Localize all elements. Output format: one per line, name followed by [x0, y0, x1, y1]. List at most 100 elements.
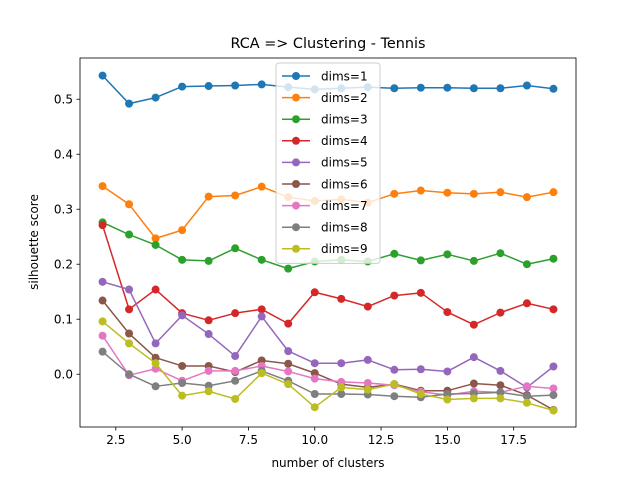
data-point	[310, 403, 319, 412]
data-point	[257, 312, 266, 321]
data-point	[363, 379, 372, 388]
y-tick-label: 0.2	[54, 257, 73, 271]
data-point	[98, 71, 107, 80]
data-point	[496, 366, 505, 375]
data-point	[151, 240, 160, 249]
data-point	[443, 250, 452, 259]
data-point	[390, 365, 399, 374]
x-tick-label: 12.5	[368, 433, 395, 447]
series-line	[101, 224, 554, 326]
data-point	[416, 256, 425, 265]
data-point	[363, 385, 372, 394]
legend: dims=1 dims=2 dims=3 dims=4 dims=5 dims=6 dims…	[275, 62, 381, 264]
data-point	[257, 305, 266, 314]
legend-item: dims=3	[282, 113, 368, 127]
legend-item: dims=8	[282, 221, 368, 235]
series-line	[102, 281, 554, 389]
legend-marker	[292, 72, 300, 80]
data-point	[443, 367, 452, 376]
legend-label: dims=6	[321, 177, 368, 191]
data-point	[231, 366, 240, 375]
data-point	[284, 347, 293, 356]
data-point	[469, 353, 478, 362]
data-point	[178, 226, 187, 235]
data-point	[443, 188, 452, 197]
data-point	[257, 356, 266, 365]
legend-box	[275, 62, 381, 264]
data-point	[337, 390, 346, 398]
data-point	[469, 189, 478, 198]
series-9	[98, 317, 558, 415]
data-point	[310, 288, 319, 297]
data-point	[151, 234, 160, 243]
x-axis-label: number of clusters	[271, 456, 384, 470]
data-point	[363, 355, 372, 364]
legend-item: dims=7	[282, 199, 368, 213]
legend-label: dims=8	[321, 221, 368, 235]
data-point	[337, 377, 346, 386]
data-point	[231, 309, 240, 318]
data-point	[231, 376, 240, 385]
legend-marker	[292, 136, 300, 145]
data-point	[416, 288, 425, 297]
data-point	[204, 366, 213, 375]
y-tick-label: 0.0	[54, 367, 73, 381]
legend-item: dims=4	[282, 134, 368, 148]
data-point	[178, 255, 187, 264]
data-point	[178, 391, 187, 400]
data-point	[98, 277, 107, 286]
data-point	[496, 188, 505, 197]
data-point	[549, 391, 558, 400]
legend-item: dims=2	[282, 91, 368, 105]
series-4	[98, 221, 558, 329]
data-point	[204, 381, 213, 390]
y-tick-label: 0.5	[54, 92, 73, 106]
data-point	[496, 388, 505, 397]
data-point	[204, 330, 213, 339]
data-point	[231, 394, 240, 403]
data-point	[390, 291, 399, 300]
data-point	[125, 99, 134, 108]
data-point	[337, 359, 346, 368]
data-point	[416, 186, 425, 195]
data-point	[443, 83, 452, 92]
data-point	[151, 93, 160, 102]
data-point	[125, 339, 134, 348]
series-line	[102, 320, 554, 412]
data-point	[178, 82, 187, 91]
legend-label: dims=1	[321, 69, 368, 83]
data-point	[549, 84, 558, 93]
data-point	[98, 347, 107, 356]
data-point	[178, 361, 187, 370]
legend-marker	[292, 180, 300, 188]
data-point	[204, 82, 213, 91]
data-point	[549, 384, 558, 393]
data-point	[496, 249, 505, 258]
data-point	[125, 230, 134, 239]
series-8	[98, 347, 558, 402]
data-point	[416, 390, 425, 398]
legend-label: dims=5	[321, 156, 368, 170]
data-point	[549, 305, 558, 314]
data-point	[231, 352, 240, 361]
data-point	[125, 370, 134, 379]
data-point	[284, 380, 293, 389]
data-point	[178, 379, 187, 388]
data-point	[231, 81, 240, 90]
data-point	[549, 362, 558, 371]
series-line	[102, 351, 554, 399]
data-point	[151, 359, 160, 368]
legend-item: dims=5	[282, 156, 368, 170]
data-point	[522, 193, 531, 202]
data-point	[284, 264, 293, 273]
data-point	[469, 394, 478, 403]
series-5	[98, 277, 558, 392]
data-point	[363, 302, 372, 311]
data-point	[522, 382, 531, 391]
legend-item: dims=1	[282, 69, 368, 83]
series-line	[101, 335, 554, 396]
data-point	[549, 254, 558, 263]
series-line	[101, 300, 554, 411]
